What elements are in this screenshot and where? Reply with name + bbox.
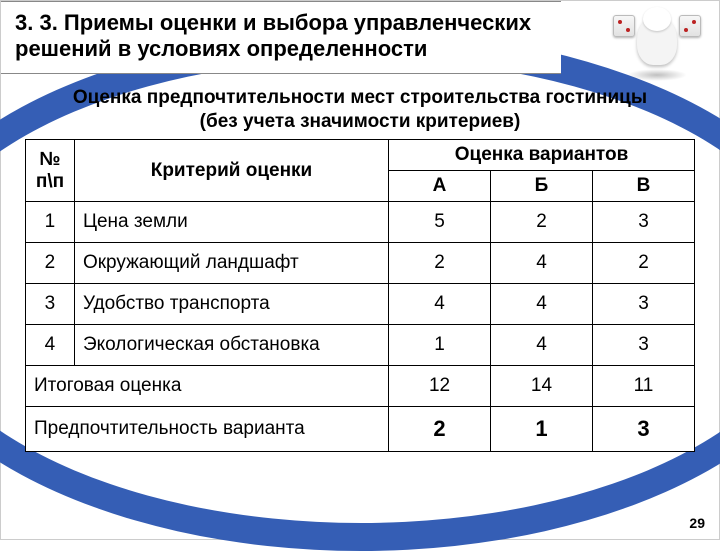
th-option-b: Б [491, 171, 593, 202]
cell-value: 3 [592, 202, 694, 243]
th-option-a: А [389, 171, 491, 202]
cell-value: 2 [389, 243, 491, 284]
preference-value: 3 [592, 407, 694, 452]
table-row: 1 Цена земли 5 2 3 [26, 202, 695, 243]
summary-row: Итоговая оценка 12 14 11 [26, 366, 695, 407]
table-row: 4 Экологическая обстановка 1 4 3 [26, 325, 695, 366]
cell-number: 3 [26, 284, 75, 325]
th-criteria: Критерий оценки [74, 140, 388, 202]
slide-header: 3. 3. Приемы оценки и выбора управленчес… [1, 1, 561, 74]
summary-value: 14 [491, 366, 593, 407]
cell-value: 3 [592, 325, 694, 366]
cell-number: 4 [26, 325, 75, 366]
preference-label: Предпочтительность варианта [26, 407, 389, 452]
preference-value: 2 [389, 407, 491, 452]
cell-criteria: Экологическая обстановка [74, 325, 388, 366]
mascot-icon [617, 5, 697, 85]
cell-value: 3 [592, 284, 694, 325]
cell-number: 2 [26, 243, 75, 284]
page-number: 29 [689, 515, 705, 531]
preference-value: 1 [491, 407, 593, 452]
cell-value: 5 [389, 202, 491, 243]
cell-criteria: Окружающий ландшафт [74, 243, 388, 284]
preference-row: Предпочтительность варианта 2 1 3 [26, 407, 695, 452]
evaluation-table: № п\п Критерий оценки Оценка вариантов А… [25, 139, 695, 452]
cell-value: 2 [491, 202, 593, 243]
summary-label: Итоговая оценка [26, 366, 389, 407]
cell-number: 1 [26, 202, 75, 243]
cell-value: 4 [491, 325, 593, 366]
table-row: 3 Удобство транспорта 4 4 3 [26, 284, 695, 325]
th-number: № п\п [26, 140, 75, 202]
cell-value: 4 [491, 284, 593, 325]
cell-value: 4 [491, 243, 593, 284]
th-options-group: Оценка вариантов [389, 140, 695, 171]
cell-value: 2 [592, 243, 694, 284]
slide-title: 3. 3. Приемы оценки и выбора управленчес… [15, 10, 547, 63]
table-row: 2 Окружающий ландшафт 2 4 2 [26, 243, 695, 284]
cell-value: 4 [389, 284, 491, 325]
cell-criteria: Удобство транспорта [74, 284, 388, 325]
th-option-c: В [592, 171, 694, 202]
cell-criteria: Цена земли [74, 202, 388, 243]
summary-value: 11 [592, 366, 694, 407]
summary-value: 12 [389, 366, 491, 407]
slide-subtitle: Оценка предпочтительности мест строитель… [70, 86, 650, 134]
cell-value: 1 [389, 325, 491, 366]
